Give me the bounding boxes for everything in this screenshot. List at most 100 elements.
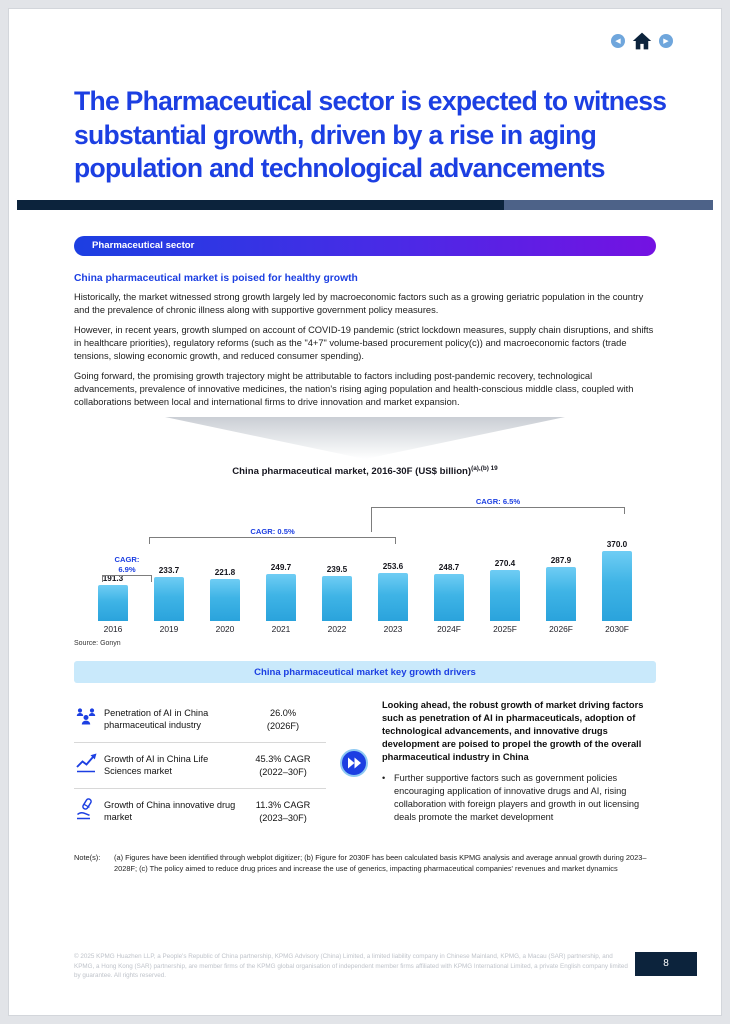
chart-years: 2016 2019 2020 2021 2022 2023 2024F 2025F 2026F 2…: [85, 624, 645, 634]
outlook-bullet-text: Further supportive factors such as gover…: [394, 773, 640, 822]
chart-column: 191.3: [85, 574, 141, 622]
driver-value-period: (2022–30F): [259, 766, 307, 777]
chart-title: China pharmaceutical market, 2016-30F (U…: [9, 465, 721, 477]
bar-value-label: 239.5: [326, 565, 348, 575]
outlook-text: Looking ahead, the robust growth of mark…: [382, 700, 644, 763]
drivers-banner-label: China pharmaceutical market key growth d…: [254, 666, 476, 678]
bar-category-label: 2016: [103, 624, 123, 635]
cagr-label: CAGR: 6.9%: [114, 555, 140, 574]
source-note: Source: Gonyn: [74, 640, 121, 648]
drivers-connector: [326, 697, 382, 834]
bar-value-label: 253.6: [382, 562, 404, 572]
forward-icon[interactable]: ▶: [659, 34, 673, 48]
driver-value-number: 11.3% CAGR: [255, 800, 311, 811]
driver-value-period: (2023–30F): [259, 812, 307, 823]
bar: [602, 551, 632, 622]
cagr-bracket: CAGR: 6.9%: [101, 555, 153, 583]
driver-value: 26.0% (2026F): [242, 707, 324, 732]
bar-value-label: 370.0: [606, 540, 628, 550]
bar-value-label: 191.3: [102, 574, 124, 584]
bullet-marker: •: [382, 773, 386, 784]
cagr-bracket: CAGR: 6.5%: [370, 497, 626, 533]
section-banner: Pharmaceutical sector: [74, 235, 656, 256]
drivers-list: Penetration of AI in China pharmaceutica…: [74, 697, 326, 834]
bar-category-label: 2026F: [549, 624, 573, 635]
intro-heading: China pharmaceutical market is poised fo…: [74, 272, 358, 284]
bar: [266, 574, 296, 622]
notes: Note(s): (a) Figures have been identifie…: [74, 852, 656, 874]
bar: [378, 573, 408, 622]
row-divider: [74, 742, 326, 744]
bar-value-label: 248.7: [438, 563, 460, 573]
chart-columns: 191.3 233.7 221.8 249.7 239.5 253.6 248.7 270.4…: [85, 481, 645, 622]
cagr-label: CAGR: 0.5%: [250, 527, 295, 537]
fast-forward-icon: [339, 748, 369, 783]
driver-value: 45.3% CAGR (2022–30F): [242, 753, 324, 778]
chart-column: 270.4: [477, 559, 533, 622]
page-title: The Pharmaceutical sector is expected to…: [74, 86, 667, 184]
chart-title-text: China pharmaceutical market, 2016-30F (U…: [232, 466, 472, 478]
bar-category-label: 2030F: [605, 624, 629, 635]
bar: [546, 567, 576, 622]
growth-chart-icon: [74, 751, 104, 780]
bar-value-label: 233.7: [158, 566, 180, 576]
bar: [98, 585, 128, 622]
notes-label: Note(s):: [74, 853, 101, 863]
bar-value-label: 287.9: [550, 556, 572, 566]
chart-column: 233.7: [141, 566, 197, 622]
driver-label: Growth of AI in China Life Sciences mark…: [104, 753, 209, 776]
intro-paragraph: Historically, the market witnessed stron…: [74, 291, 644, 315]
bar: [210, 579, 240, 622]
section-banner-label: Pharmaceutical sector: [92, 240, 195, 252]
driver-value-period: (2026F): [266, 720, 300, 731]
driver-row: Growth of AI in China Life Sciences mark…: [74, 743, 326, 788]
top-navigation: ◀ ▶: [611, 31, 673, 51]
intro-paragraph: Going forward, the promising growth traj…: [74, 371, 634, 408]
chart-column: 249.7: [253, 563, 309, 622]
bar: [154, 577, 184, 622]
chart-column: 239.5: [309, 565, 365, 622]
driver-value-number: 45.3% CAGR: [255, 754, 311, 765]
bar-value-label: 221.8: [214, 568, 236, 578]
bar-category-label: 2019: [159, 624, 179, 635]
chart-column: 253.6: [365, 562, 421, 622]
driver-value: 11.3% CAGR (2023–30F): [242, 799, 324, 824]
notes-text: (a) Figures have been identified through…: [114, 853, 647, 874]
bar-category-label: 2022: [327, 624, 347, 635]
drug-hand-icon: [74, 797, 104, 826]
drivers-banner: China pharmaceutical market key growth d…: [74, 661, 656, 684]
bar: [490, 570, 520, 622]
driver-row: Penetration of AI in China pharmaceutica…: [74, 697, 326, 742]
cagr-bracket: CAGR: 0.5%: [149, 527, 397, 545]
bar: [434, 574, 464, 622]
bar-category-label: 2021: [271, 624, 291, 635]
section-divider: [17, 199, 713, 210]
ai-network-icon: [74, 705, 104, 734]
row-divider: [74, 788, 326, 790]
chart-column: 287.9: [533, 556, 589, 622]
chart-title-superscript: (a),(b) 19: [471, 465, 498, 473]
driver-label: Penetration of AI in China pharmaceutica…: [104, 707, 209, 730]
bar-category-label: 2020: [215, 624, 235, 635]
back-icon[interactable]: ◀: [611, 34, 625, 48]
bar-chart: 191.3 233.7 221.8 249.7 239.5 253.6 248.7 270.4…: [85, 481, 645, 622]
report-page: ◀ ▶ The Pharmaceutical sector is expecte…: [8, 8, 722, 1016]
transition-arrow: [165, 417, 565, 460]
outlook-bullet: • Further supportive factors such as gov…: [382, 772, 656, 824]
cagr-label: CAGR: 6.5%: [475, 497, 521, 507]
driver-value-number: 26.0%: [269, 708, 297, 719]
page-number-badge: 8: [635, 951, 697, 976]
bar-value-label: 249.7: [270, 563, 292, 573]
driver-row: Growth of China innovative drug market 1…: [74, 789, 326, 834]
bar-value-label: 270.4: [494, 559, 516, 569]
home-icon[interactable]: [632, 31, 652, 51]
chart-column: 370.0: [589, 540, 645, 622]
driver-label: Growth of China innovative drug market: [104, 799, 236, 822]
chart-column: 221.8: [197, 568, 253, 622]
footer: © 2025 KPMG Huazhen LLP, a People's Repu…: [9, 951, 721, 1015]
intro-paragraph: However, in recent years, growth slumped…: [74, 324, 654, 361]
drivers-section: Penetration of AI in China pharmaceutica…: [74, 697, 656, 834]
bar-category-label: 2023: [383, 624, 403, 635]
chart-column: 248.7: [421, 563, 477, 622]
drivers-outlook: Looking ahead, the robust growth of mark…: [382, 697, 656, 834]
